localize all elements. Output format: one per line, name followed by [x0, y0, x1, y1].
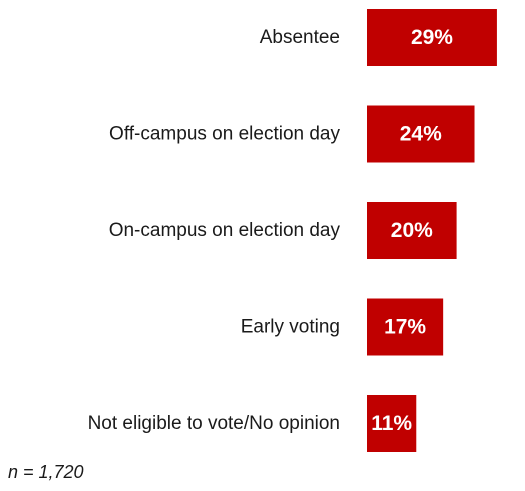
bar-5	[367, 395, 417, 452]
bars-group: Absentee 29% Off-campus on election day 24%…	[88, 9, 497, 452]
data-label-5: 11%	[371, 412, 412, 435]
category-label-3: On-campus on election day	[109, 220, 341, 241]
category-label-1: Absentee	[260, 27, 340, 48]
data-label-4: 17%	[384, 316, 426, 339]
bar-2	[367, 105, 475, 163]
sample-size-note: n = 1,720	[8, 462, 84, 482]
bar-3	[367, 202, 457, 259]
data-label-2: 24%	[400, 123, 442, 146]
category-label-5: Not eligible to vote/No opinion	[88, 413, 340, 434]
bar-1	[367, 9, 497, 66]
category-label-4: Early voting	[241, 317, 340, 338]
category-label-2: Off-campus on election day	[109, 124, 340, 145]
bar-4	[367, 298, 444, 356]
data-label-1: 29%	[411, 26, 453, 49]
data-label-3: 20%	[391, 219, 433, 242]
